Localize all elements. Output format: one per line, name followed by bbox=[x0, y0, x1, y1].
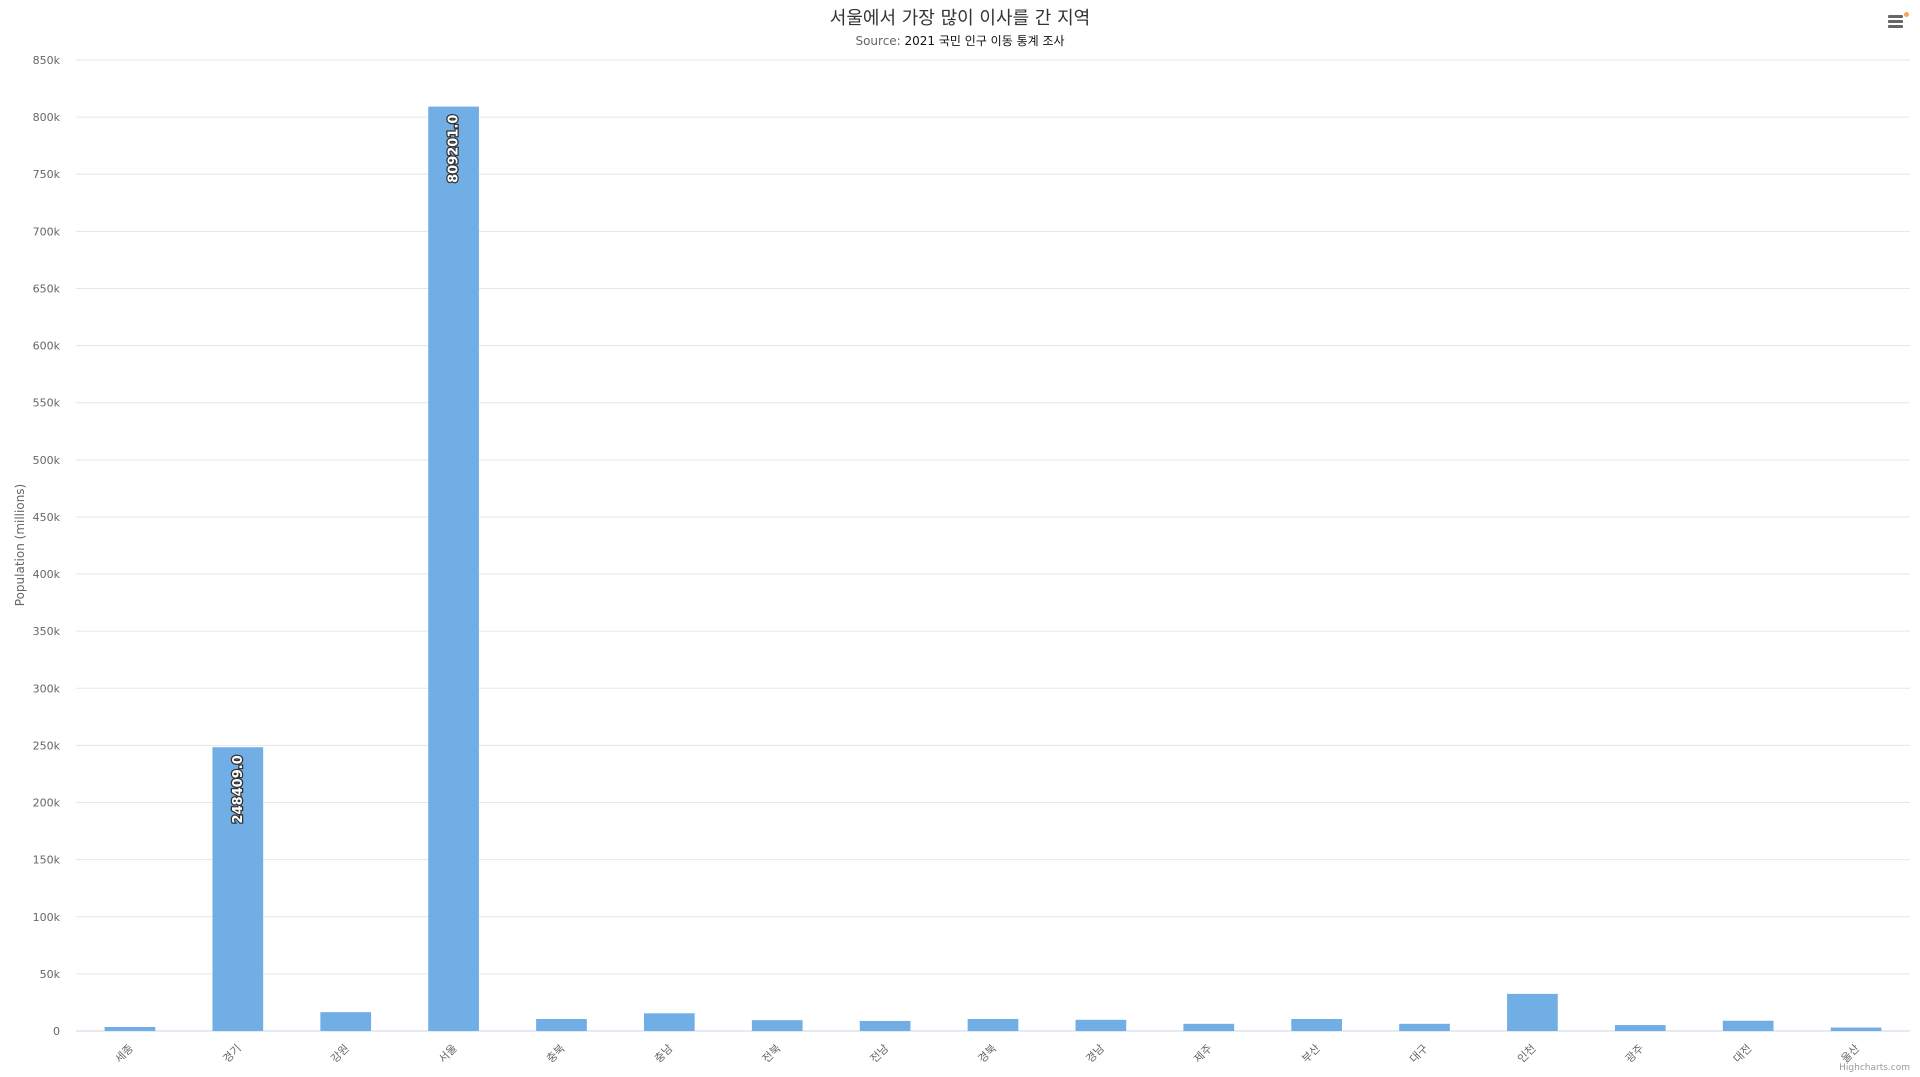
gridlines bbox=[76, 59, 1910, 1032]
y-tick-label: 100k bbox=[33, 911, 61, 924]
bar-경남[interactable] bbox=[1075, 1019, 1127, 1031]
bars bbox=[104, 106, 1882, 1031]
y-tick-label: 50k bbox=[40, 968, 61, 981]
x-tick-label: 강원 bbox=[328, 1042, 352, 1066]
data-label: 809201.0 bbox=[447, 115, 462, 183]
y-tick-label: 0 bbox=[53, 1025, 60, 1038]
y-tick-label: 350k bbox=[33, 625, 61, 638]
x-axis-ticks: 세종 경기 강원 서울 충북 충남 전북 전남 경북 경남 제주 부산 대구 인천 광주 대전 울산 bbox=[113, 1041, 1863, 1065]
y-tick-label: 550k bbox=[33, 397, 61, 410]
bar-강원[interactable] bbox=[320, 1012, 372, 1031]
subtitle-source: 2021 국민 인구 이동 통계 조사 bbox=[904, 34, 1065, 48]
y-tick-label: 850k bbox=[33, 54, 61, 67]
x-tick-label: 경기 bbox=[220, 1042, 244, 1066]
bar-대구[interactable] bbox=[1399, 1023, 1450, 1031]
x-tick-label: 전남 bbox=[868, 1042, 892, 1066]
bar-대전[interactable] bbox=[1722, 1020, 1774, 1031]
y-tick-label: 450k bbox=[33, 511, 61, 524]
x-tick-label: 대구 bbox=[1407, 1042, 1431, 1066]
x-tick-label: 제주 bbox=[1191, 1042, 1215, 1066]
x-tick-label: 충북 bbox=[544, 1042, 568, 1066]
y-tick-label: 650k bbox=[33, 282, 61, 295]
bar-부산[interactable] bbox=[1291, 1019, 1342, 1031]
bar-경기[interactable] bbox=[212, 747, 264, 1031]
x-tick-label: 경남 bbox=[1083, 1042, 1107, 1066]
chart-subtitle: Source: 2021 국민 인구 이동 통계 조사 bbox=[0, 32, 1920, 49]
y-tick-label: 800k bbox=[33, 111, 61, 124]
bar-광주[interactable] bbox=[1614, 1025, 1666, 1031]
data-label: 248409.0 bbox=[231, 755, 246, 823]
y-axis-ticks: 0 50k 100k 150k 200k 250k 300k 350k 400k 450k 500k… bbox=[33, 54, 61, 1038]
bar-서울[interactable] bbox=[428, 106, 479, 1031]
bar-인천[interactable] bbox=[1507, 993, 1558, 1031]
bar-울산[interactable] bbox=[1830, 1027, 1882, 1031]
x-tick-label: 울산 bbox=[1839, 1042, 1863, 1066]
x-tick-label: 대전 bbox=[1731, 1042, 1755, 1066]
credits-link[interactable]: Highcharts.com bbox=[1839, 1063, 1910, 1073]
y-tick-label: 150k bbox=[33, 854, 61, 867]
x-tick-label: 전북 bbox=[760, 1042, 784, 1066]
bar-전남[interactable] bbox=[859, 1020, 911, 1031]
subtitle-prefix: Source: bbox=[855, 34, 905, 48]
x-tick-label: 서울 bbox=[436, 1042, 460, 1066]
notification-dot bbox=[1904, 12, 1909, 17]
chart-title: 서울에서 가장 많이 이사를 간 지역 bbox=[829, 8, 1091, 29]
x-tick-label: 세종 bbox=[113, 1042, 137, 1066]
y-tick-label: 200k bbox=[33, 797, 61, 810]
x-tick-label: 광주 bbox=[1623, 1042, 1647, 1066]
y-tick-label: 500k bbox=[33, 454, 61, 467]
bar-충북[interactable] bbox=[536, 1019, 587, 1031]
y-axis-title: Population (millions) bbox=[13, 484, 27, 606]
y-tick-label: 300k bbox=[33, 682, 61, 695]
bar-경북[interactable] bbox=[967, 1019, 1019, 1031]
y-tick-label: 250k bbox=[33, 739, 61, 752]
y-tick-label: 700k bbox=[33, 225, 61, 238]
y-tick-label: 600k bbox=[33, 340, 61, 353]
x-tick-label: 부산 bbox=[1299, 1042, 1323, 1066]
x-tick-label: 충남 bbox=[652, 1042, 676, 1066]
x-tick-label: 인천 bbox=[1514, 1041, 1538, 1065]
y-tick-label: 750k bbox=[33, 168, 61, 181]
bar-충남[interactable] bbox=[644, 1013, 695, 1031]
bar-제주[interactable] bbox=[1183, 1023, 1235, 1031]
data-labels: 248409.0 809201.0 bbox=[230, 113, 463, 824]
y-tick-label: 400k bbox=[33, 568, 61, 581]
context-menu-button[interactable] bbox=[1884, 10, 1909, 32]
x-tick-label: 경북 bbox=[976, 1042, 1000, 1066]
bar-전북[interactable] bbox=[751, 1020, 803, 1031]
bar-세종[interactable] bbox=[104, 1027, 156, 1031]
